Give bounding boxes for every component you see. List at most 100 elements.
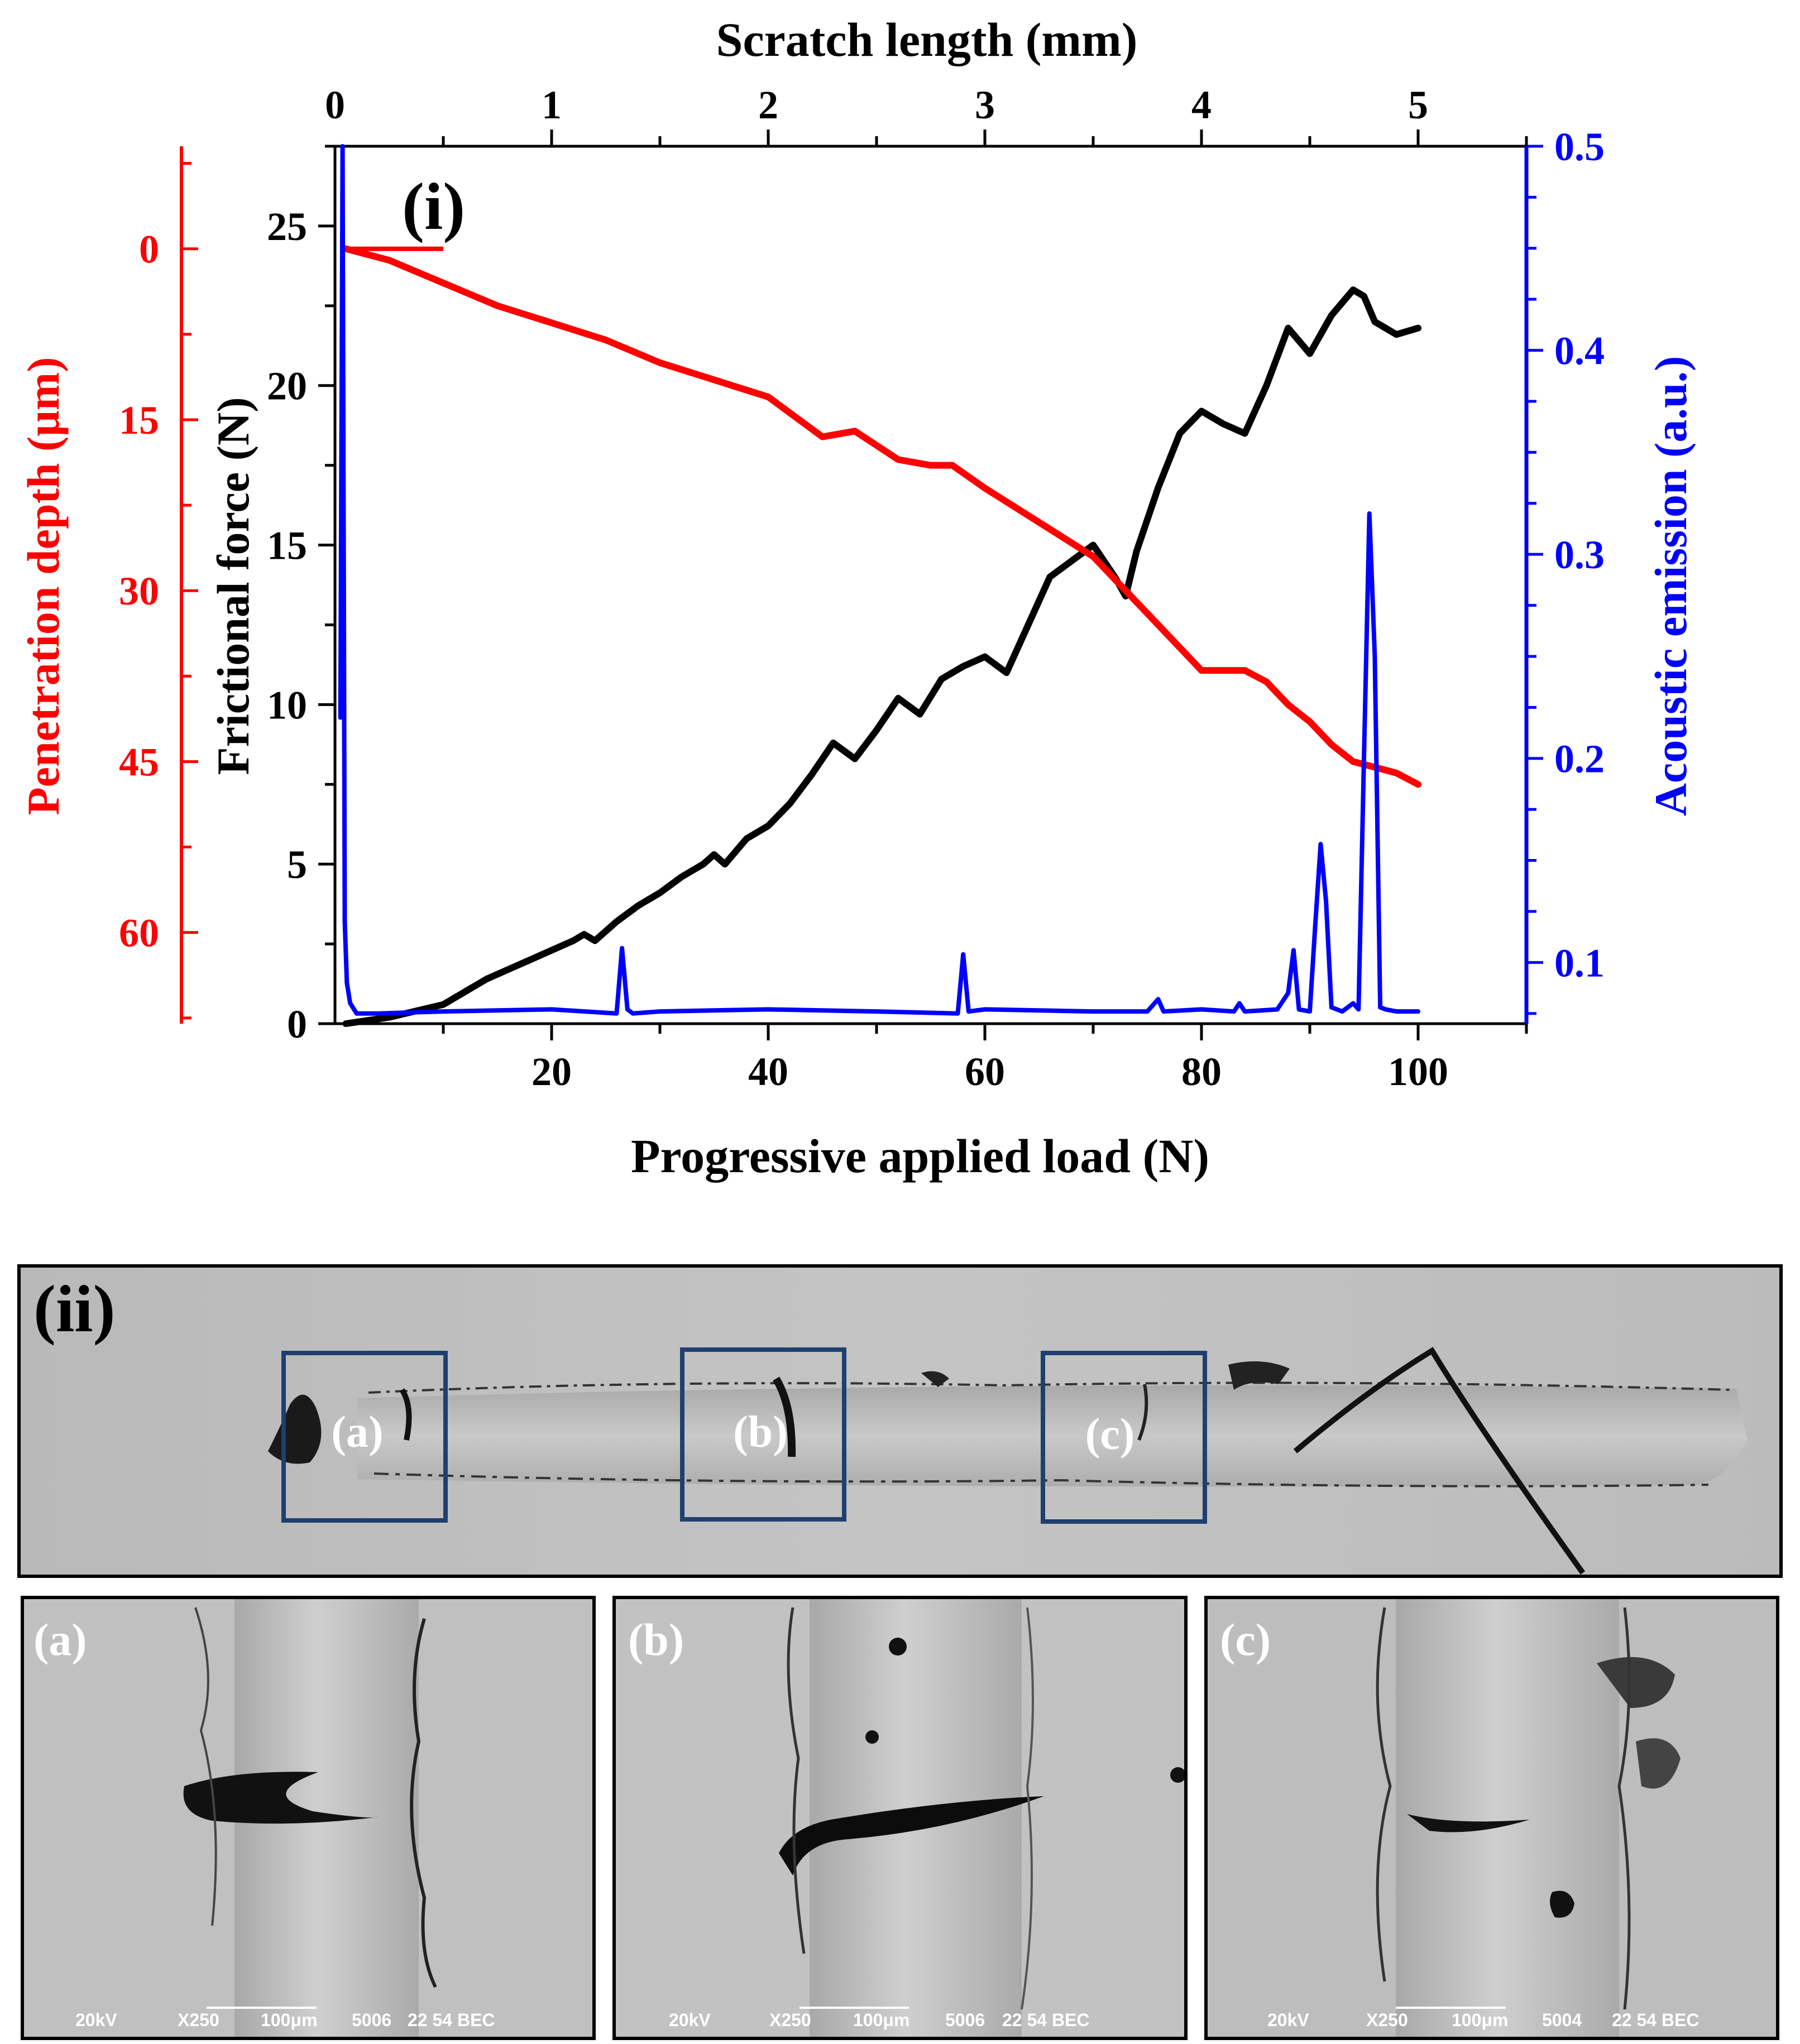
sem-detail-c-frame — [1204, 1596, 1779, 2040]
sem-detail-c-edge-left — [1376, 1607, 1392, 1982]
region-box-b[interactable] — [680, 1347, 846, 1522]
sem-detail-a-edge-right — [410, 1618, 437, 1988]
sem-a-footer: 22 54 BEC — [408, 2010, 495, 2030]
sem-a-mag: X250 — [178, 2010, 219, 2030]
region-box-a[interactable] — [281, 1351, 448, 1523]
top-tick-label: 2 — [758, 83, 778, 127]
frictional-tick-label: 15 — [267, 524, 307, 568]
frictional-tick-label: 10 — [267, 683, 307, 727]
bottom-tick-label: 80 — [1181, 1049, 1222, 1094]
sem-b-kv: 20kV — [669, 2010, 711, 2030]
bottom-tick-label: 40 — [748, 1049, 788, 1094]
sem-b-footer: 22 54 BEC — [1002, 2010, 1090, 2030]
sem-detail-a-label: (a) — [33, 1614, 87, 1665]
bottom-tick-label: 60 — [965, 1049, 1005, 1094]
series-layer — [338, 144, 1421, 1027]
sem-a-id: 5006 — [352, 2010, 391, 2030]
region-box-c[interactable] — [1041, 1351, 1207, 1524]
sem-detail-a: (a) 20kV X250 100μm 5006 22 54 BEC — [21, 1596, 596, 2040]
bottom-tick-label: 20 — [532, 1049, 572, 1094]
acoustic-tick-label: 0.5 — [1554, 124, 1605, 169]
penetration-tick-label: 60 — [119, 911, 159, 956]
sem-detail-b-footer: 20kV X250 100μm 5006 22 54 BEC — [669, 2007, 1090, 2030]
sem-detail-b-frame — [612, 1596, 1188, 2040]
sem-detail-b-crack — [779, 1796, 1044, 1875]
region-label-b: (b) — [733, 1408, 788, 1457]
sem-detail-a-crack — [183, 1772, 380, 1824]
sem-c-id: 5004 — [1542, 2010, 1582, 2030]
sem-detail-a-edge-left — [194, 1607, 217, 1926]
series-line-acoustic-emission — [338, 144, 1420, 1016]
sem-detail-b-pore-3 — [1170, 1767, 1186, 1783]
track-upper-edge — [368, 1381, 1731, 1394]
frictional-tick-label: 25 — [267, 204, 307, 249]
track-lower-edge — [374, 1472, 1709, 1488]
sem-detail-b-pore-1 — [889, 1638, 907, 1656]
acoustic-tick-label: 0.1 — [1554, 941, 1605, 985]
top-tick-label: 5 — [1408, 83, 1428, 127]
sem-detail-c: (c) 20kV X250 100μm 5004 22 54 BEC — [1204, 1596, 1779, 2040]
sem-detail-b: (b) 20kV X250 100μm 5006 22 54 BEC — [612, 1596, 1188, 2040]
sem-detail-c-crack — [1407, 1814, 1530, 1832]
region-label-a: (a) — [331, 1408, 383, 1457]
penetration-tick-label: 0 — [139, 227, 159, 272]
sem-c-footer: 22 54 BEC — [1612, 2010, 1700, 2030]
sem-detail-c-footer: 20kV X250 100μm 5004 22 54 BEC — [1267, 2007, 1700, 2030]
plot-frame — [333, 145, 1528, 1025]
chart-panel-label: (i) — [402, 169, 465, 243]
spall-1 — [1228, 1361, 1290, 1390]
sem-detail-c-track — [1396, 1597, 1619, 2038]
penetration-axis-ticks: 0 15 30 45 60 — [119, 162, 198, 1020]
sem-panel-label: (ii) — [33, 1271, 116, 1346]
penetration-axis-title: Penetration depth (μm) — [18, 357, 69, 815]
sem-b-mag: X250 — [769, 2010, 811, 2030]
sem-detail-c-edge-right — [1617, 1607, 1631, 2010]
top-tick-label: 1 — [542, 83, 562, 127]
acoustic-axis-ticks: 0.1 0.2 0.3 0.4 0.5 — [1526, 124, 1605, 1015]
frictional-axis-ticks: 0 5 10 15 20 25 — [267, 145, 335, 1047]
acoustic-axis-title: Acoustic emission (a.u.) — [1645, 356, 1696, 817]
sem-b-scale: 100μm — [853, 2010, 909, 2030]
acoustic-tick-label: 0.2 — [1554, 737, 1605, 781]
penetration-tick-label: 30 — [119, 569, 159, 613]
penetration-tick-label: 45 — [119, 740, 159, 784]
top-tick-label: 0 — [325, 83, 345, 127]
sem-c-scale: 100μm — [1452, 2010, 1508, 2030]
bottom-tick-label: 100 — [1388, 1049, 1448, 1094]
crack-b — [772, 1376, 796, 1457]
crack-a — [399, 1388, 412, 1441]
top-tick-label: 3 — [975, 83, 995, 127]
sem-b-id: 5006 — [945, 2010, 985, 2030]
x-axis-title: Progressive applied load (N) — [631, 1129, 1209, 1183]
debris-spot — [268, 1394, 322, 1464]
bottom-axis-ticks: 20 40 60 80 100 — [442, 1024, 1528, 1094]
frictional-tick-label: 20 — [267, 364, 307, 409]
sem-overview-frame — [17, 1264, 1783, 1578]
crack-c — [1137, 1384, 1148, 1441]
sem-detail-a-footer: 20kV X250 100μm 5006 22 54 BEC — [75, 2007, 495, 2030]
sem-detail-a-frame — [21, 1596, 596, 2040]
sem-detail-b-edge-right — [1021, 1607, 1034, 2010]
frictional-axis-title: Frictional force (N) — [208, 397, 258, 775]
series-line-penetration-depth — [342, 245, 1421, 788]
sem-detail-c-spall — [1597, 1657, 1675, 1708]
spall-2 — [921, 1371, 949, 1387]
frictional-tick-label: 5 — [287, 842, 307, 887]
sem-detail-c-pore — [1550, 1891, 1574, 1918]
series-line-frictional-force — [342, 286, 1421, 1027]
sem-c-mag: X250 — [1366, 2010, 1408, 2030]
sem-overview-panel: (a) (b) (c) (ii) — [17, 1264, 1783, 1578]
sem-detail-b-edge-left — [787, 1607, 806, 1954]
sem-a-kv: 20kV — [75, 2010, 117, 2030]
sem-detail-c-spall-2 — [1636, 1738, 1681, 1789]
frictional-tick-label: 0 — [287, 1002, 307, 1047]
sem-detail-b-label: (b) — [628, 1614, 684, 1665]
acoustic-tick-label: 0.3 — [1554, 532, 1605, 577]
region-label-c: (c) — [1085, 1410, 1135, 1459]
sem-detail-b-pore-2 — [865, 1730, 879, 1744]
top-axis-title: Scratch length (mm) — [716, 13, 1138, 66]
sem-detail-c-label: (c) — [1220, 1614, 1271, 1665]
top-tick-label: 4 — [1191, 83, 1212, 127]
